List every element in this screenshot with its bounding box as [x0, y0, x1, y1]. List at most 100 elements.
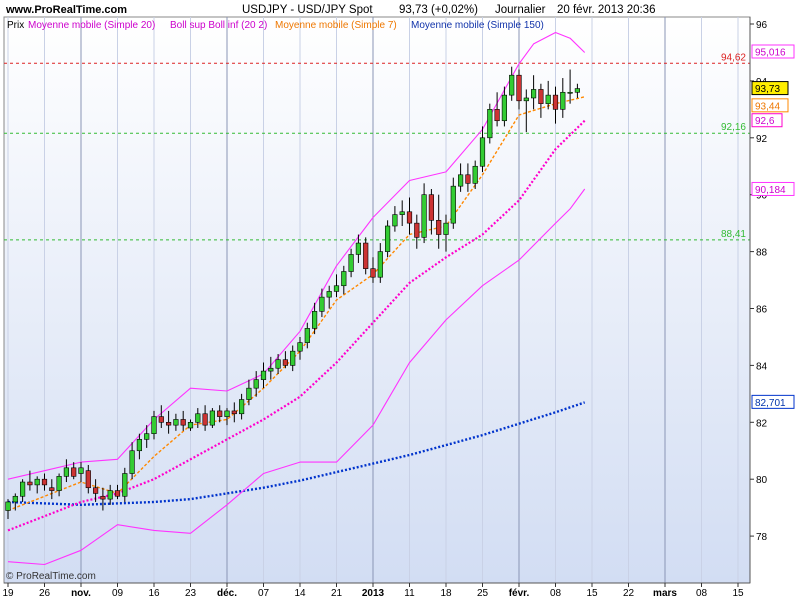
candle-body	[560, 91, 566, 110]
candle-body	[253, 379, 259, 389]
candle-body	[239, 399, 245, 415]
candle-body	[41, 478, 48, 486]
candle-body	[370, 268, 376, 278]
y-tick-label: 82	[756, 418, 768, 429]
candle-body	[501, 94, 508, 122]
legend-ma150: Moyenne mobile (Simple 150)	[411, 20, 544, 31]
candle-body	[479, 137, 486, 167]
candle-body	[428, 194, 435, 221]
level-label: 88,41	[721, 229, 746, 240]
candle-body	[443, 222, 449, 235]
legend-boll: Boll sup Boll inf (20 2)	[170, 20, 267, 31]
candle-body	[136, 439, 143, 452]
candle-body	[363, 242, 369, 269]
x-tick-label: 18	[440, 588, 452, 599]
candle-body	[326, 291, 332, 298]
candle-body	[392, 214, 398, 227]
candle-body	[399, 211, 405, 215]
candle-body	[436, 220, 442, 235]
x-tick-label: 22	[623, 588, 635, 599]
series-boll_low	[7, 188, 586, 566]
candle-body	[63, 467, 69, 477]
candle-body	[85, 470, 91, 489]
x-tick-label: 26	[39, 588, 51, 599]
x-tick-label: 09	[112, 588, 124, 599]
candle-body	[384, 225, 391, 252]
y-tick-label: 78	[756, 532, 768, 543]
x-tick-label: nov.	[71, 588, 91, 599]
value-tag-box	[751, 98, 789, 113]
site-name[interactable]: www.ProRealTime.com	[5, 4, 127, 16]
series-boll_up	[7, 31, 586, 480]
x-tick-label: 15	[732, 588, 744, 599]
period-label: Journalier	[495, 4, 546, 16]
candle-body	[56, 476, 62, 491]
candle-body	[538, 89, 544, 104]
quote-value: 93,73 (+0,02%)	[399, 4, 478, 16]
candle-body	[187, 421, 194, 429]
candle-body	[5, 501, 11, 511]
candle-body	[173, 419, 179, 426]
legend-price: Prix	[7, 20, 24, 31]
candle-body	[107, 490, 113, 500]
candle-body	[217, 410, 223, 417]
candle-body	[297, 342, 303, 352]
candle-body	[144, 433, 150, 440]
candle-body	[49, 487, 55, 491]
candle-body	[523, 97, 529, 102]
y-tick-label: 80	[756, 475, 768, 486]
value-tag-label: 95,016	[755, 47, 786, 58]
candle-body	[268, 367, 274, 372]
candle-body	[341, 271, 347, 287]
candle-body	[71, 467, 77, 477]
datetime-label: 20 févr. 2013 20:36	[557, 4, 655, 16]
candle-body	[304, 328, 310, 343]
value-tag-box	[751, 394, 795, 409]
candle-body	[202, 413, 208, 426]
x-tick-label: déc.	[217, 588, 237, 599]
horizontal-levels: 94,62 92,16 88,41	[4, 52, 750, 241]
candle-body	[260, 370, 267, 380]
value-tag-label: 92,6	[755, 116, 775, 127]
series-ma150	[7, 401, 586, 506]
x-tick-label: 19	[2, 588, 14, 599]
candle-body	[567, 91, 573, 94]
candle-body	[406, 211, 413, 224]
candle-body	[151, 416, 157, 434]
x-tick-label: févr.	[509, 588, 530, 599]
grid	[7, 17, 739, 583]
legend: Prix Moyenne mobile (Simple 20) Boll sup…	[7, 20, 544, 31]
value-tag-box	[751, 181, 795, 196]
x-tick-label: 21	[331, 588, 343, 599]
candle-body	[231, 410, 237, 415]
candle-body	[34, 478, 40, 486]
candle-body	[180, 419, 186, 426]
candle-body	[348, 254, 354, 272]
value-tag-box	[751, 113, 783, 128]
x-tick-label: 23	[185, 588, 197, 599]
candle-body	[421, 194, 427, 238]
candle-body	[574, 88, 580, 93]
x-tick-label: 11	[404, 588, 415, 599]
value-tags: 95,016 93,73 93,44 92,6 90,184 82,701	[751, 44, 795, 409]
candle-body	[487, 109, 493, 139]
x-tick-label: 16	[148, 588, 160, 599]
candle-body	[494, 109, 500, 122]
indicator-lines	[7, 31, 586, 566]
candle-body	[457, 174, 464, 187]
y-tick-label: 92	[756, 134, 768, 145]
x-tick-label: 2013	[362, 588, 385, 599]
candle-body	[545, 94, 551, 104]
candle-body	[166, 421, 172, 426]
candle-body	[209, 410, 216, 426]
candle-body	[114, 490, 121, 497]
value-tag-label: 93,73	[755, 84, 780, 95]
x-tick-label: 25	[477, 588, 489, 599]
candle-body	[282, 359, 289, 366]
candle-body	[12, 495, 18, 503]
candles	[5, 66, 580, 520]
value-tag-box	[751, 81, 789, 96]
candle-body	[311, 311, 318, 329]
y-tick-label: 90	[756, 191, 768, 202]
